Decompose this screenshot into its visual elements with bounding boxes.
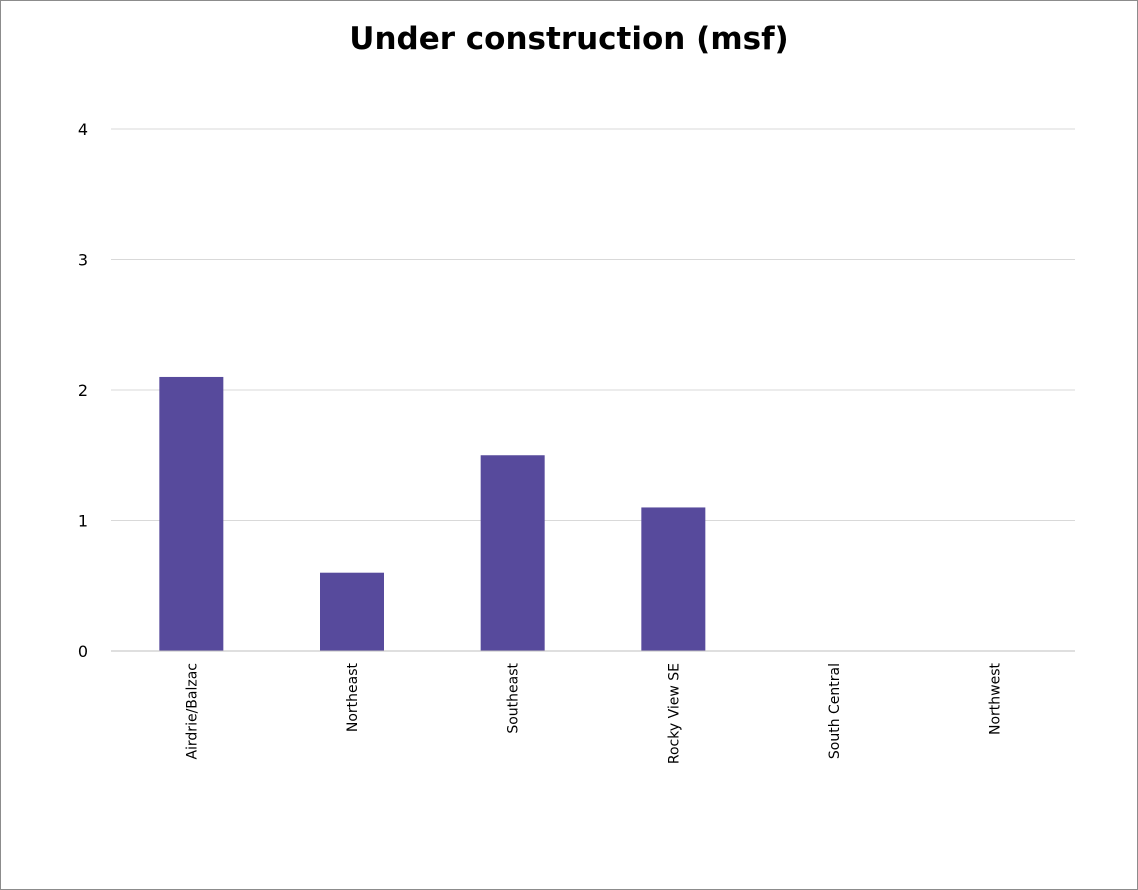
y-tick-label: 4 [78, 120, 88, 139]
gridlines [111, 128, 1075, 521]
x-axis-category-labels: Airdrie/Balzac Northeast Southeast Rocky Vi… [184, 662, 1003, 764]
y-tick-label: 2 [78, 381, 88, 400]
chart-title: Under construction (msf) [349, 21, 789, 57]
x-category-label: Northwest [988, 663, 1004, 736]
bar [641, 507, 706, 651]
x-category-label: Northeast [345, 662, 361, 732]
x-category-label: Southeast [506, 662, 522, 733]
y-tick-label: 0 [78, 642, 88, 661]
y-tick-label: 3 [78, 251, 88, 270]
bar [480, 455, 545, 651]
y-axis-tick-labels: 0 1 2 3 4 [78, 120, 88, 661]
y-tick-label: 1 [78, 512, 88, 531]
x-category-label: Airdrie/Balzac [184, 663, 200, 760]
x-category-label: Rocky View SE [666, 663, 682, 764]
bars [159, 376, 706, 651]
x-category-label: South Central [827, 663, 843, 759]
bar [320, 572, 384, 651]
bar [159, 376, 224, 651]
